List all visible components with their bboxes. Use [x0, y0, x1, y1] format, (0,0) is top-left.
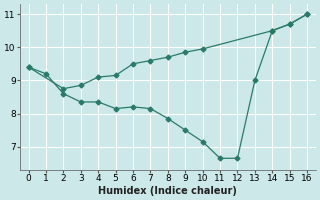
X-axis label: Humidex (Indice chaleur): Humidex (Indice chaleur): [98, 186, 237, 196]
